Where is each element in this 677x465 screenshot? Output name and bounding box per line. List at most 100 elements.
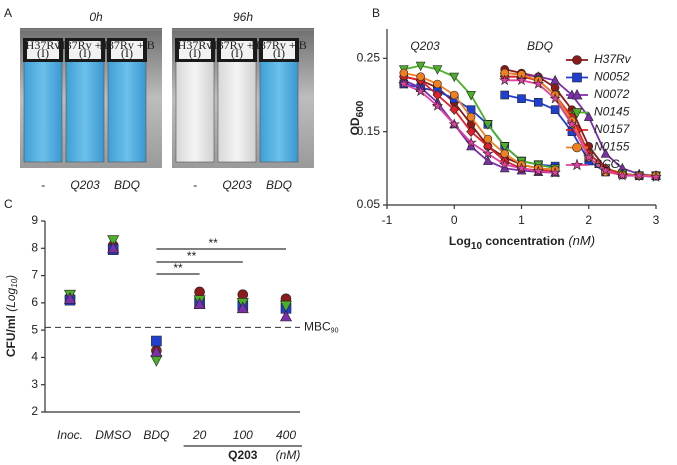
- legend-marker: [572, 142, 582, 153]
- marker: [449, 72, 460, 83]
- series-line: [403, 75, 556, 171]
- tube-label: H37Rv + B: [99, 38, 154, 52]
- y-tick-label: 0.05: [357, 197, 381, 211]
- group-label: Q203: [228, 448, 258, 462]
- tube-body: [217, 59, 257, 163]
- marker: [449, 104, 460, 115]
- legend-marker: [571, 88, 583, 100]
- x-tick-label: -1: [382, 213, 393, 227]
- legend-marker: [571, 108, 583, 119]
- marker: [616, 169, 628, 181]
- marker: [466, 91, 476, 101]
- y-tick-label: 0.15: [357, 124, 381, 138]
- tube-body: [175, 59, 215, 163]
- marker: [650, 171, 662, 182]
- x-label-main: Log: [449, 234, 471, 248]
- legend-label: N0072: [594, 87, 630, 101]
- group-label: Q203: [410, 39, 440, 53]
- marker: [415, 85, 427, 97]
- marker: [500, 90, 509, 100]
- legend-marker: [570, 158, 584, 171]
- y-tick-label: 0.25: [357, 51, 381, 65]
- marker: [500, 149, 509, 158]
- significance-label: **: [209, 236, 219, 250]
- marker: [416, 72, 425, 81]
- y-tick-label: 4: [31, 350, 38, 364]
- group-unit: (nM): [276, 448, 301, 462]
- y-tick-label: 5: [31, 322, 38, 336]
- panel-label: A: [4, 6, 12, 20]
- marker: [107, 235, 120, 247]
- y-label-note: (Log: [4, 287, 18, 315]
- y-label-main: OD: [348, 117, 362, 135]
- marker: [466, 112, 476, 122]
- marker: [550, 74, 561, 85]
- condition-label: BDQ: [114, 178, 140, 192]
- condition-label: -: [41, 178, 45, 192]
- tube-label: H37Rv + B: [251, 38, 306, 52]
- marker: [633, 169, 645, 181]
- tube-tag: [179, 41, 211, 59]
- marker: [448, 118, 460, 130]
- marker: [515, 74, 528, 86]
- x-tick-label: 0: [451, 213, 458, 227]
- marker: [549, 166, 561, 178]
- series-line: [403, 72, 556, 171]
- y-tick-label: 9: [31, 213, 38, 227]
- marker: [398, 78, 410, 89]
- y-label-main: CFU/ml: [4, 315, 18, 357]
- reference-label-main: MBC: [304, 320, 331, 334]
- marker: [399, 68, 409, 78]
- marker: [280, 300, 292, 313]
- marker: [482, 155, 493, 165]
- tube-body: [65, 59, 105, 163]
- condition-label: -: [193, 178, 197, 192]
- series-line: [504, 79, 657, 179]
- marker: [236, 301, 249, 314]
- y-tick-label: 6: [31, 295, 38, 309]
- y-tick-label: 3: [31, 377, 38, 391]
- series-line: [504, 72, 657, 177]
- marker: [549, 92, 561, 104]
- marker: [517, 94, 526, 103]
- time-label: 96h: [233, 10, 253, 24]
- marker: [534, 98, 543, 107]
- tube-label: H37Rv + Q: [209, 38, 265, 52]
- series-line: [504, 72, 656, 177]
- condition-label: Q203: [70, 178, 100, 192]
- tube-label: (I): [273, 46, 285, 60]
- condition-label: BDQ: [266, 178, 292, 192]
- marker: [466, 126, 476, 137]
- legend-label: N0155: [594, 140, 630, 154]
- marker: [449, 90, 459, 100]
- tube-label: (I): [79, 46, 91, 60]
- series-line: [403, 79, 556, 174]
- tube-body: [259, 59, 299, 163]
- marker: [151, 335, 162, 347]
- x-tick-label: Inoc.: [57, 428, 83, 442]
- significance-label: **: [187, 249, 197, 263]
- legend-marker: [572, 72, 582, 83]
- y-label-sub: 600: [355, 100, 366, 117]
- panel-label: C: [4, 197, 13, 211]
- y-axis-label: OD600: [348, 100, 365, 135]
- marker: [465, 136, 477, 148]
- x-tick-label: 20: [192, 428, 207, 442]
- tube-tag: [111, 41, 143, 59]
- marker: [599, 164, 612, 176]
- marker: [280, 309, 292, 322]
- marker: [532, 78, 544, 89]
- marker: [415, 61, 426, 72]
- y-tick-label: 8: [31, 240, 38, 254]
- marker: [482, 147, 494, 159]
- y-tick-label: 2: [31, 404, 38, 418]
- marker: [107, 241, 120, 254]
- y-label-note-end: ): [4, 275, 18, 281]
- marker: [483, 134, 493, 144]
- legend-label: BCG: [594, 157, 620, 171]
- legend-label: H37Rv: [594, 52, 632, 66]
- marker: [431, 100, 444, 111]
- x-label-rest: concentration: [482, 234, 565, 248]
- significance-label: **: [173, 261, 183, 275]
- marker: [583, 151, 595, 163]
